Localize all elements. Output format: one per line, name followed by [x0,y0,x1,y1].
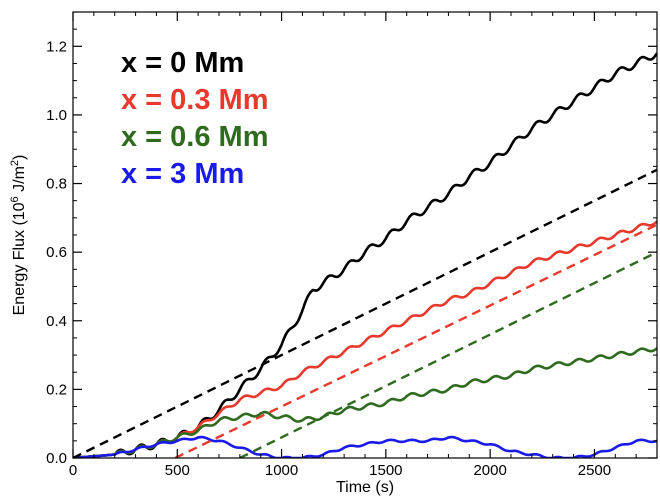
y-axis-ticks: 0.0 0.2 0.4 0.6 0.8 1.0 1.2 [46,28,657,467]
y-tick-label: 1.2 [46,38,67,55]
y-tick-label: 1.0 [46,107,67,124]
fit-line [73,168,657,458]
y-tick-label: 0.6 [46,244,67,261]
y-axis-title: Energy Flux (106 J/m2) [9,155,28,316]
legend-entry: x = 0.6 Mm [121,121,269,153]
legend: x = 0 Mm x = 0.3 Mm x = 0.6 Mm x = 3 Mm [121,47,269,190]
y-axis-title-main: Energy Flux (10 [11,202,28,315]
y-axis-title-mid: J/m [11,166,28,196]
fit-line [239,251,657,458]
fit-line-layer [73,168,657,458]
legend-entry: x = 0 Mm [121,47,244,79]
x-tick-label: 1500 [369,462,402,479]
x-tick-label: 2500 [578,462,611,479]
y-axis-title-end: ) [11,155,28,160]
y-tick-label: 0.8 [46,176,67,193]
legend-entry: x = 0.3 Mm [121,84,269,116]
series-layer [73,52,657,458]
legend-entry: x = 3 Mm [121,158,244,190]
y-tick-label: 0.0 [46,450,67,467]
y-tick-label: 0.4 [46,313,67,330]
y-axis-title-sup1: 6 [9,196,21,202]
x-tick-label: 500 [165,462,190,479]
y-tick-label: 0.2 [46,381,67,398]
x-tick-label: 2000 [473,462,506,479]
x-tick-label: 0 [69,462,77,479]
series-line [73,347,657,458]
x-axis-title: Time (s) [336,479,394,496]
x-tick-label: 1000 [265,462,298,479]
fit-line [174,223,657,458]
y-axis-title-sup2: 2 [9,160,21,166]
series-line [73,220,657,458]
x-axis-ticks: 0 500 1000 1500 2000 2500 [69,12,637,479]
series-line [73,435,657,458]
